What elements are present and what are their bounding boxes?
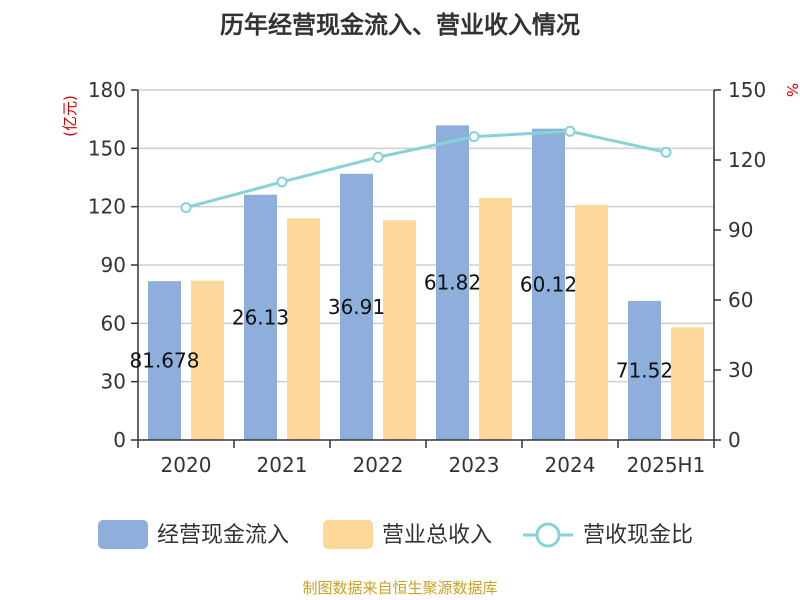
- y-right-tick-label: 30: [728, 358, 753, 382]
- data-labels: 81.678 26.13 36.91 61.82 60.12 71.52: [130, 271, 674, 383]
- revenue-bar: [383, 220, 416, 440]
- revenue-bar: [575, 204, 608, 440]
- ratio-point: [660, 146, 672, 158]
- revenue-bar: [191, 280, 224, 440]
- legend: 经营现金流入 营业总收入 营收现金比: [98, 520, 693, 549]
- cash-flow-bar: [148, 281, 181, 440]
- x-tick-label: 2020: [161, 453, 212, 477]
- cash-flow-data-label: 36.91: [328, 295, 385, 319]
- x-tick-label: 2022: [353, 453, 404, 477]
- cash-flow-bar: [628, 300, 661, 440]
- legend-label-cash-flow: 经营现金流入: [157, 523, 289, 548]
- cash-flow-data-label: 60.12: [520, 272, 577, 296]
- x-tick-label: 2024: [545, 453, 596, 477]
- cash-flow-bar: [340, 173, 373, 440]
- ratio-line: [180, 125, 672, 214]
- y-left-tick-label: 120: [88, 195, 126, 219]
- ratio-line-path: [185, 129, 667, 210]
- cash-flow-data-label: 81.678: [130, 349, 200, 373]
- cash-flow-data-label: 71.52: [616, 358, 673, 382]
- y-left-tick-label: 60: [101, 311, 126, 335]
- legend-swatch-revenue: [323, 520, 373, 549]
- source-note: 制图数据来自恒生聚源数据库: [302, 579, 497, 597]
- y-left-tick-label: 90: [101, 253, 126, 277]
- ratio-point: [372, 151, 384, 163]
- legend-label-ratio: 营收现金比: [583, 523, 693, 548]
- y-right-tick-label: 150: [728, 78, 766, 102]
- ratio-point: [564, 125, 576, 137]
- legend-swatch-cash-flow: [98, 520, 148, 549]
- revenue-bar: [287, 218, 320, 440]
- x-tick-label: 2021: [257, 453, 308, 477]
- grid: [138, 89, 714, 383]
- axes: 0 30 60 90 120 150 180 0 30 60 90 120 150 2020 2021 202…: [88, 78, 766, 477]
- y-right-tick-label: 60: [728, 288, 753, 312]
- legend-label-revenue: 营业总收入: [382, 523, 492, 548]
- y-right-tick-label: 90: [728, 218, 753, 242]
- cash-flow-bar: [436, 125, 469, 440]
- y-right-unit-label: %: [783, 83, 800, 97]
- x-tick-label: 2023: [449, 453, 500, 477]
- ratio-point: [468, 131, 480, 143]
- y-left-unit-label: (亿元): [61, 95, 79, 137]
- y-left-tick-label: 150: [88, 136, 126, 160]
- revenue-bar: [479, 197, 512, 440]
- ratio-point: [276, 176, 288, 188]
- legend-marker-ratio: [535, 522, 561, 548]
- revenue-bars: [191, 197, 704, 440]
- cash-flow-data-label: 26.13: [232, 305, 289, 329]
- cash-flow-bars: [148, 125, 661, 440]
- cash-flow-bar: [532, 128, 565, 440]
- x-tick-label: 2025H1: [627, 453, 706, 477]
- cash-flow-data-label: 61.82: [424, 271, 481, 295]
- y-left-tick-label: 30: [101, 370, 126, 394]
- ratio-point: [180, 202, 192, 214]
- y-left-tick-label: 180: [88, 78, 126, 102]
- chart-title: 历年经营现金流入、营业收入情况: [220, 11, 580, 39]
- y-right-tick-label: 120: [728, 148, 766, 172]
- y-left-tick-label: 0: [113, 428, 126, 452]
- cash-flow-bar: [244, 194, 277, 440]
- revenue-bar: [671, 327, 704, 440]
- y-right-tick-label: 0: [728, 428, 741, 452]
